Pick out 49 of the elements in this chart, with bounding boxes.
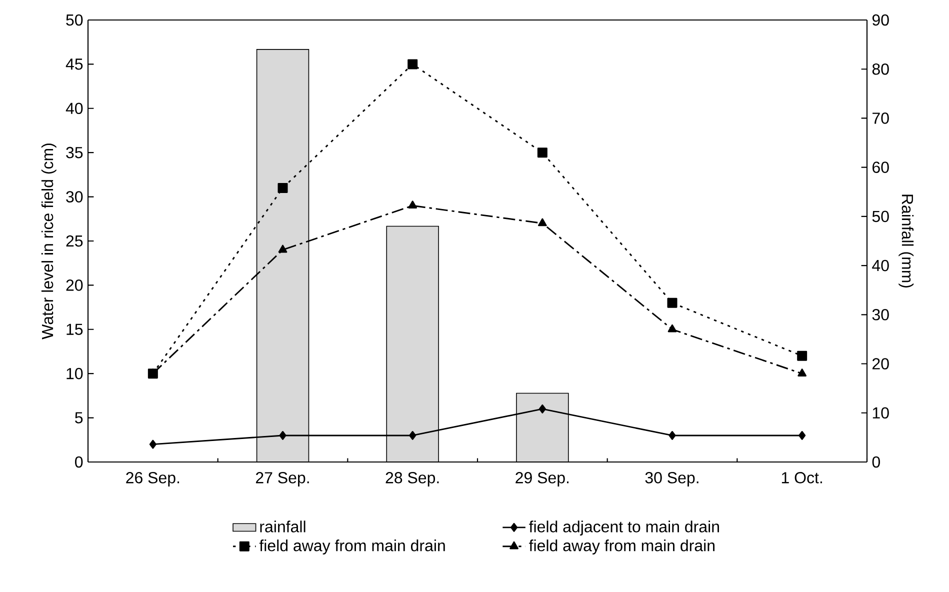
y-tick-label: 5	[75, 412, 83, 424]
y-tick-label: 25	[66, 235, 83, 247]
x-tick-label: 26 Sep.	[126, 472, 180, 487]
x-tick-label: 29 Sep.	[516, 472, 569, 487]
y-tick-label: 0	[75, 456, 83, 468]
point	[278, 182, 288, 193]
y2-tick-label: 40	[872, 260, 889, 272]
y2-tick-label: 50	[872, 210, 889, 222]
point	[798, 368, 807, 376]
legend-label: field away from main drain	[529, 540, 714, 554]
point	[409, 431, 416, 440]
y-tick-label: 10	[66, 368, 83, 380]
y2-tick-label: 30	[872, 308, 889, 320]
point	[798, 431, 806, 440]
y-tick-label: 35	[66, 146, 83, 158]
point	[537, 148, 548, 158]
y2-tick-label: 90	[872, 14, 889, 26]
x-tick-label: 27 Sep.	[256, 472, 309, 487]
point	[667, 298, 678, 308]
point	[797, 350, 808, 361]
y-tick-label: 30	[66, 191, 83, 202]
legend-label: field adjacent to main drain	[529, 520, 719, 536]
y-tick-label: 50	[66, 14, 83, 26]
point	[668, 431, 676, 440]
y-tick-label: 15	[66, 324, 83, 335]
y-tick-label: 40	[66, 102, 83, 114]
y-axis-title: Water level in rice field (cm)	[41, 144, 56, 340]
y2-tick-label: 10	[872, 407, 889, 419]
y2-tick-label: 0	[872, 456, 880, 468]
point	[538, 404, 546, 414]
point	[278, 244, 288, 253]
y2-tick-label: 70	[872, 112, 889, 124]
point	[408, 59, 418, 70]
x-tick-label: 28 Sep.	[386, 472, 439, 487]
y2-tick-label: 60	[872, 162, 889, 173]
y-tick-label: 20	[66, 280, 83, 291]
point	[279, 431, 286, 440]
x-tick-label: 1 Oct.	[782, 472, 822, 484]
point	[538, 218, 547, 226]
y-tick-label: 45	[66, 58, 83, 70]
point	[668, 324, 677, 332]
y2-tick-label: 20	[872, 358, 889, 370]
y2-axis-title: Rainfall (mm)	[898, 194, 914, 288]
legend-label: field away from main drain	[259, 540, 445, 554]
legend-label: rainfall	[260, 520, 306, 532]
point	[408, 200, 418, 208]
y2-tick-label: 80	[872, 63, 889, 75]
x-tick-label: 30 Sep.	[645, 472, 698, 487]
point	[149, 440, 156, 449]
